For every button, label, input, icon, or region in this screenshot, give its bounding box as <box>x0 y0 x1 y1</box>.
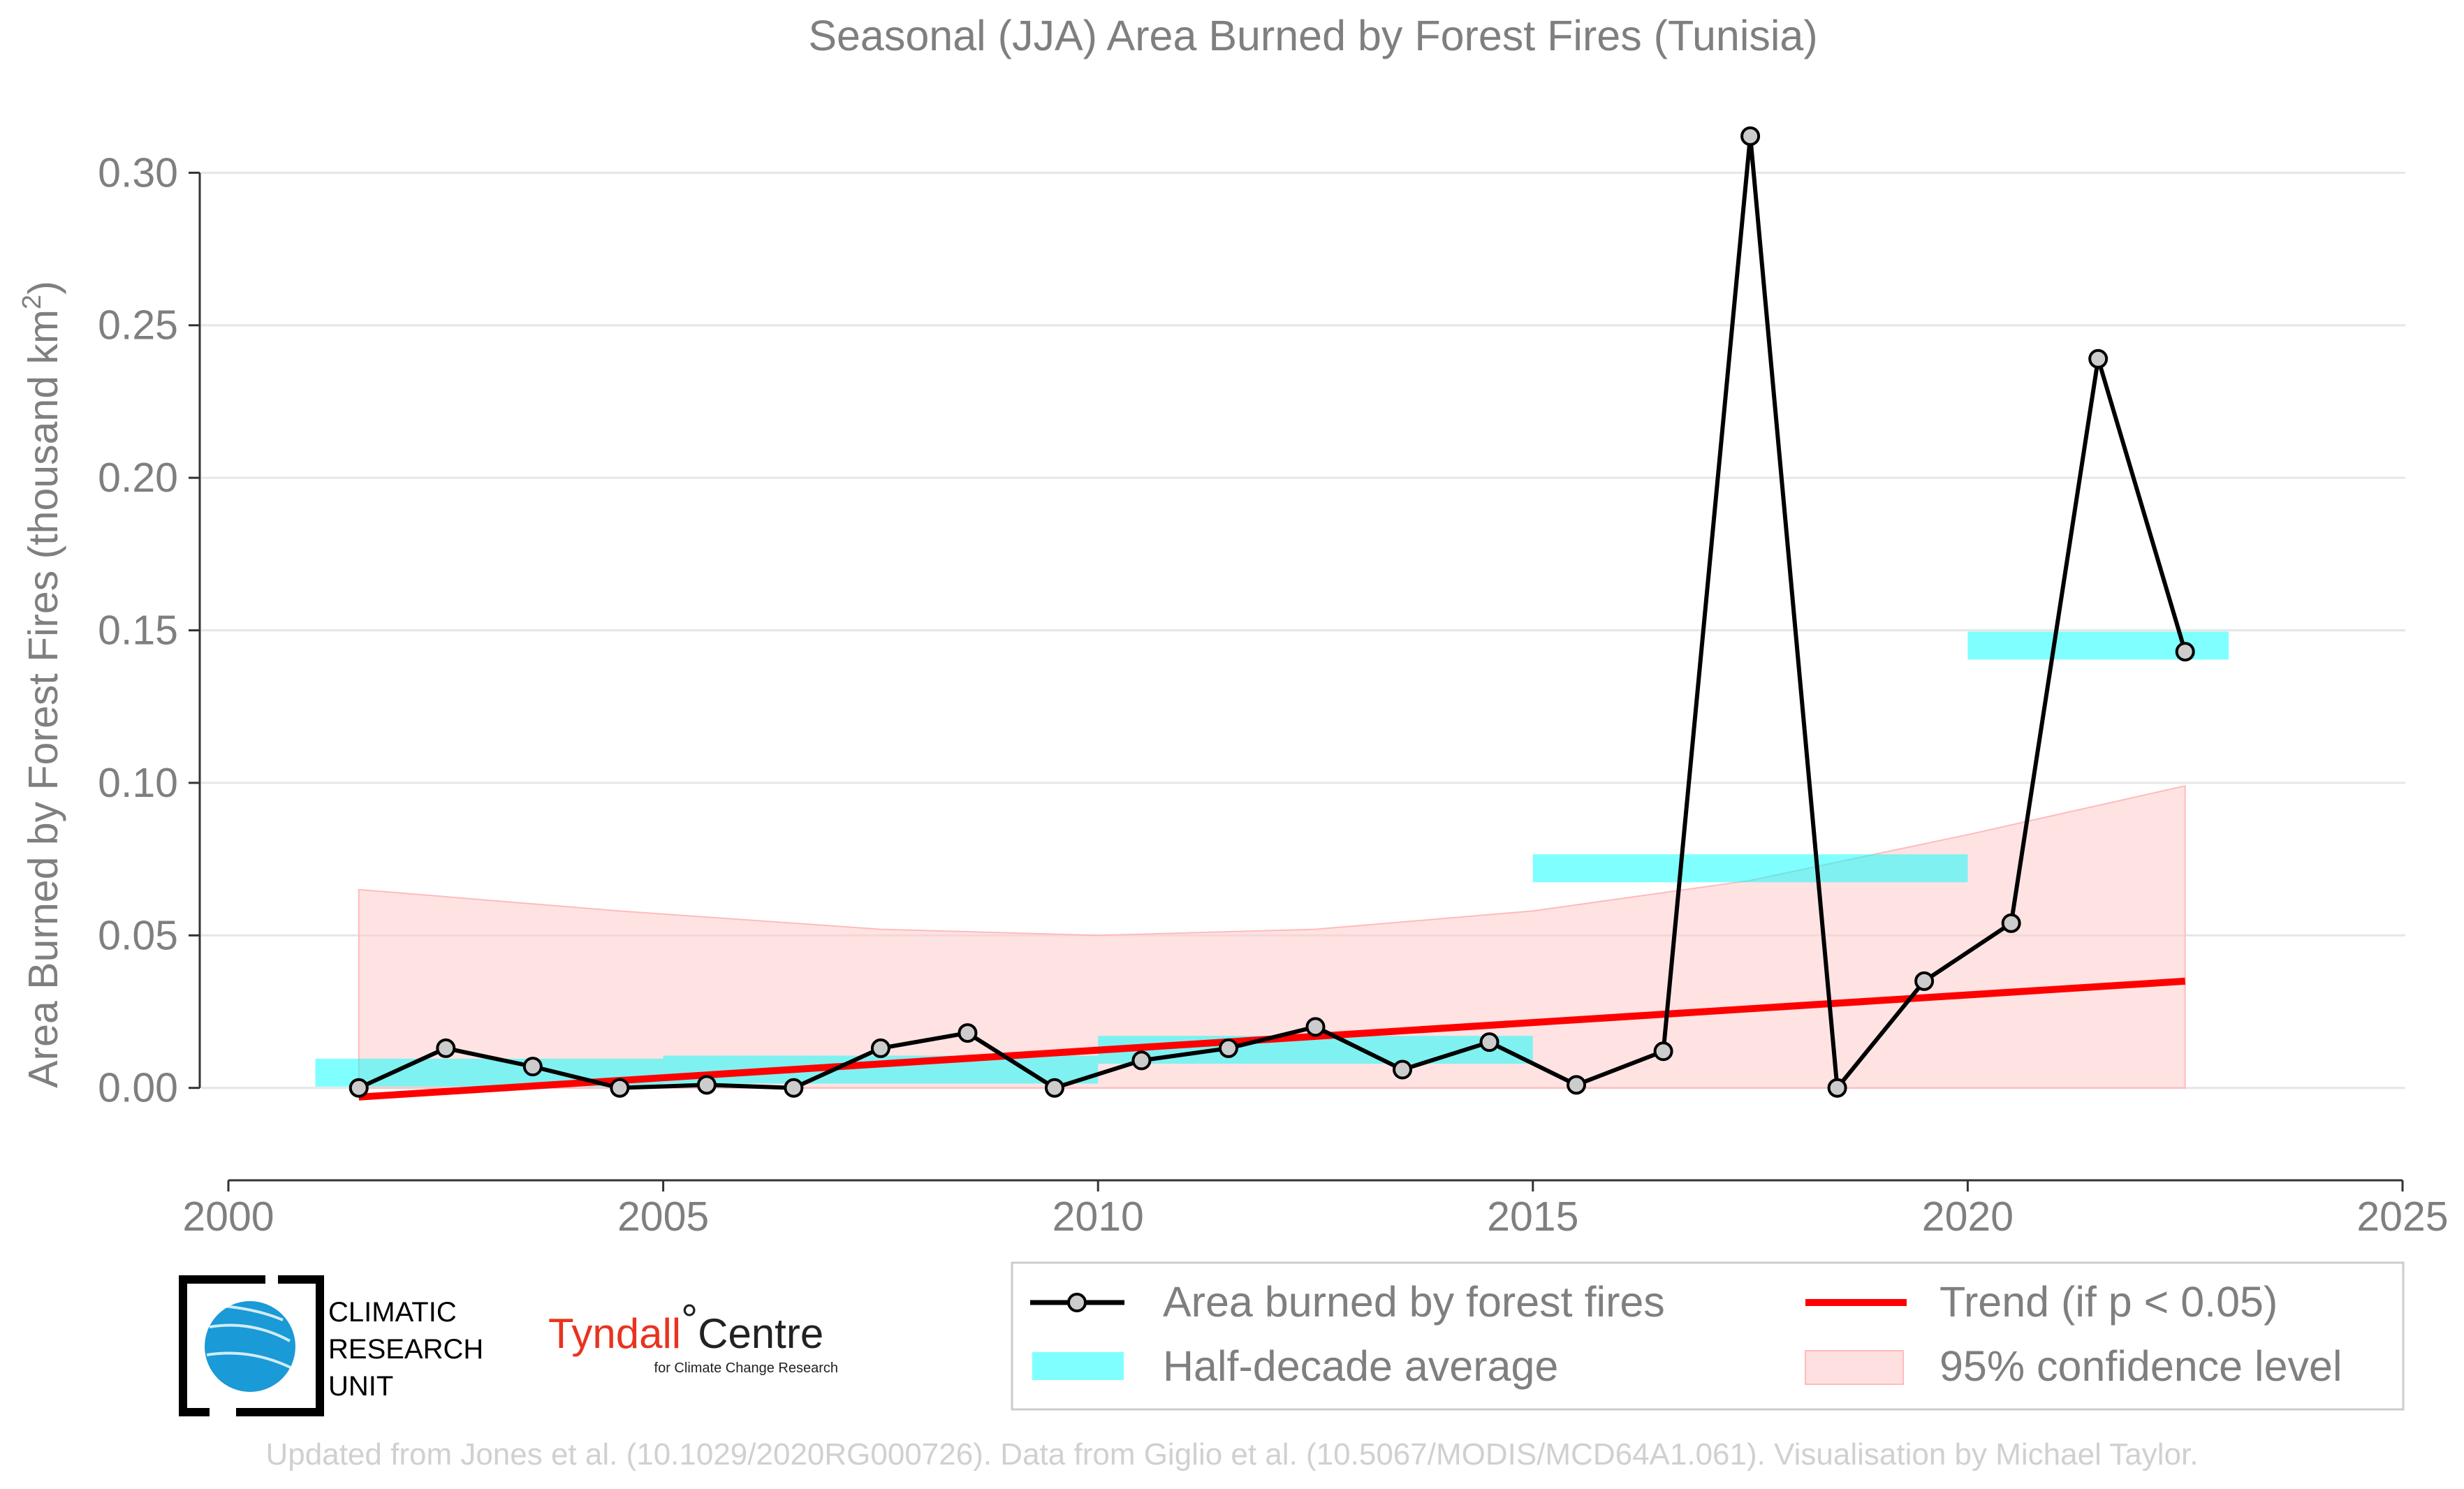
legend: Area burned by forest fires Half-decade … <box>1011 1261 2405 1411</box>
x-tick-label: 2020 <box>1922 1194 2014 1240</box>
cru-logo-line-1: CLIMATIC <box>328 1297 457 1328</box>
data-point <box>1131 1050 1152 1071</box>
x-tick-label: 2015 <box>1487 1194 1578 1240</box>
cru-logo-line-3: UNIT <box>328 1371 393 1402</box>
data-point <box>784 1078 804 1098</box>
x-tick-label: 2025 <box>2356 1194 2448 1240</box>
y-ticks: 0.00 0.05 0.10 0.15 0.20 0.25 0.30 <box>98 149 200 1111</box>
data-point <box>870 1038 890 1058</box>
x-tick-label: 2010 <box>1053 1194 1144 1240</box>
legend-label-confidence: 95% confidence level <box>1939 1342 2342 1390</box>
data-point <box>1479 1032 1499 1052</box>
tyndall-logo-text: Tyndall°Centre <box>548 1296 823 1357</box>
legend-swatch-half-decade <box>1032 1352 1124 1380</box>
source-credit: Updated from Jones et al. (10.1029/2020R… <box>266 1437 2199 1472</box>
burned-area-series <box>349 126 2195 1098</box>
y-tick-label: 0.20 <box>98 455 178 501</box>
tyndall-logo-name: Tyndall <box>548 1310 681 1357</box>
tyndall-logo-degree: ° <box>681 1296 698 1343</box>
data-point <box>696 1075 717 1095</box>
data-point <box>436 1038 456 1058</box>
y-axis-label-close: ) <box>20 281 66 295</box>
data-point <box>1393 1059 1413 1080</box>
globe-icon <box>205 1301 295 1392</box>
y-tick-label: 0.00 <box>98 1065 178 1111</box>
data-point <box>1827 1078 1847 1098</box>
tyndall-logo-centre: Centre <box>698 1310 823 1357</box>
y-tick-label: 0.15 <box>98 608 178 654</box>
y-axis-label-sup: 2 <box>17 295 47 309</box>
cru-logo-line-2: RESEARCH <box>328 1334 483 1365</box>
data-point <box>2001 913 2021 933</box>
y-tick-label: 0.30 <box>98 149 178 196</box>
half-decade-bar <box>1532 854 1968 883</box>
data-point <box>2088 349 2109 369</box>
cru-logo-bracket-left <box>179 1275 265 1416</box>
data-point <box>958 1023 978 1043</box>
cru-logo-bracket-right <box>236 1275 324 1416</box>
data-point <box>1218 1038 1238 1058</box>
data-point <box>1567 1075 1587 1095</box>
y-axis-label-main: Area Burned by Forest Fires (thousand km <box>20 309 66 1088</box>
x-tick-label: 2000 <box>182 1194 274 1240</box>
data-point <box>349 1078 369 1098</box>
data-point <box>1044 1078 1064 1098</box>
data-point <box>522 1057 543 1077</box>
data-point <box>610 1078 630 1098</box>
data-point <box>1740 126 1761 146</box>
tyndall-logo-subtitle: for Climate Change Research <box>654 1360 838 1376</box>
chart-title: Seasonal (JJA) Area Burned by Forest Fir… <box>808 12 1817 59</box>
legend-swatch-confidence <box>1805 1350 1904 1385</box>
y-tick-label: 0.25 <box>98 302 178 349</box>
cru-logo: CLIMATIC RESEARCH UNIT <box>179 1275 483 1416</box>
half-decade-bar <box>663 1055 1099 1084</box>
y-axis-label: Area Burned by Forest Fires (thousand km… <box>17 281 66 1088</box>
legend-frame <box>1011 1261 2405 1411</box>
data-point <box>1653 1041 1673 1062</box>
x-tick-label: 2005 <box>617 1194 709 1240</box>
y-tick-label: 0.10 <box>98 760 178 806</box>
legend-label-half-decade: Half-decade average <box>1163 1342 1558 1390</box>
burned-area-line <box>358 135 2187 1094</box>
data-point <box>2175 642 2195 662</box>
globe-icon-lines <box>206 1305 294 1370</box>
legend-label-area-burned: Area burned by forest fires <box>1163 1278 1665 1326</box>
x-ticks: 2000 2005 2010 2015 2020 2025 <box>182 1180 2449 1240</box>
tyndall-logo: Tyndall°Centre for Climate Change Resear… <box>548 1296 838 1376</box>
y-tick-label: 0.05 <box>98 912 178 958</box>
legend-label-trend: Trend (if p < 0.05) <box>1939 1278 2278 1326</box>
data-point <box>1914 971 1935 991</box>
data-point <box>1305 1017 1326 1037</box>
legend-swatch-area-marker <box>1067 1293 1087 1312</box>
